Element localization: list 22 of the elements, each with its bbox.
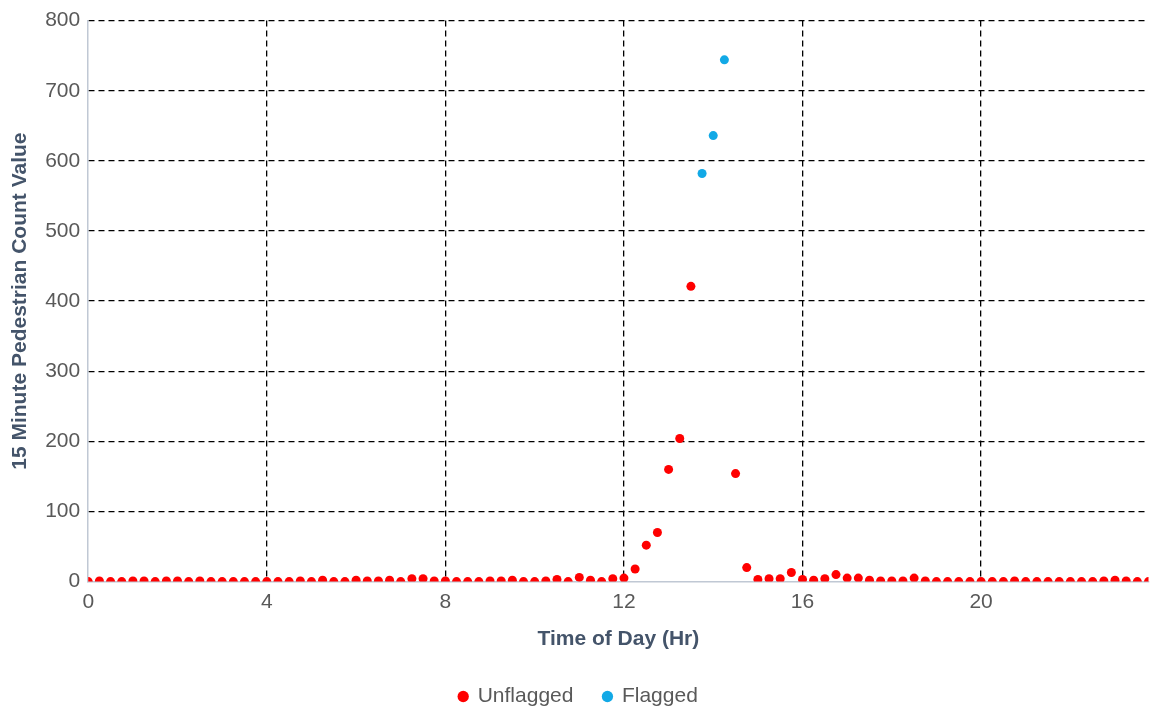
x-tick-label: 20 <box>969 589 993 612</box>
x-tick-label: 8 <box>439 589 452 612</box>
x-tick-label: 12 <box>612 589 636 612</box>
x-tick-label: 0 <box>82 589 95 612</box>
y-tick-label: 300 <box>45 358 81 382</box>
y-tick-label: 400 <box>45 287 81 311</box>
y-tick-label: 800 <box>45 7 81 31</box>
x-tick-label: 4 <box>260 589 273 612</box>
y-tick-label: 0 <box>68 568 81 592</box>
y-tick-label: 500 <box>45 217 81 241</box>
legend-label: Flagged <box>621 683 698 707</box>
y-tick-label: 700 <box>45 77 81 101</box>
x-tick-label: 16 <box>790 589 815 612</box>
point <box>708 131 718 141</box>
point <box>697 168 707 178</box>
point <box>719 55 729 65</box>
y-tick-label: 100 <box>45 498 81 522</box>
y-tick-label: 600 <box>45 147 81 171</box>
legend-label: Unflagged <box>477 683 574 707</box>
y-axis-title: 15 Minute Pedestrian Count Value <box>7 132 31 470</box>
y-tick-label: 200 <box>45 428 81 452</box>
x-axis-title: Time of Day (Hr) <box>537 626 700 650</box>
